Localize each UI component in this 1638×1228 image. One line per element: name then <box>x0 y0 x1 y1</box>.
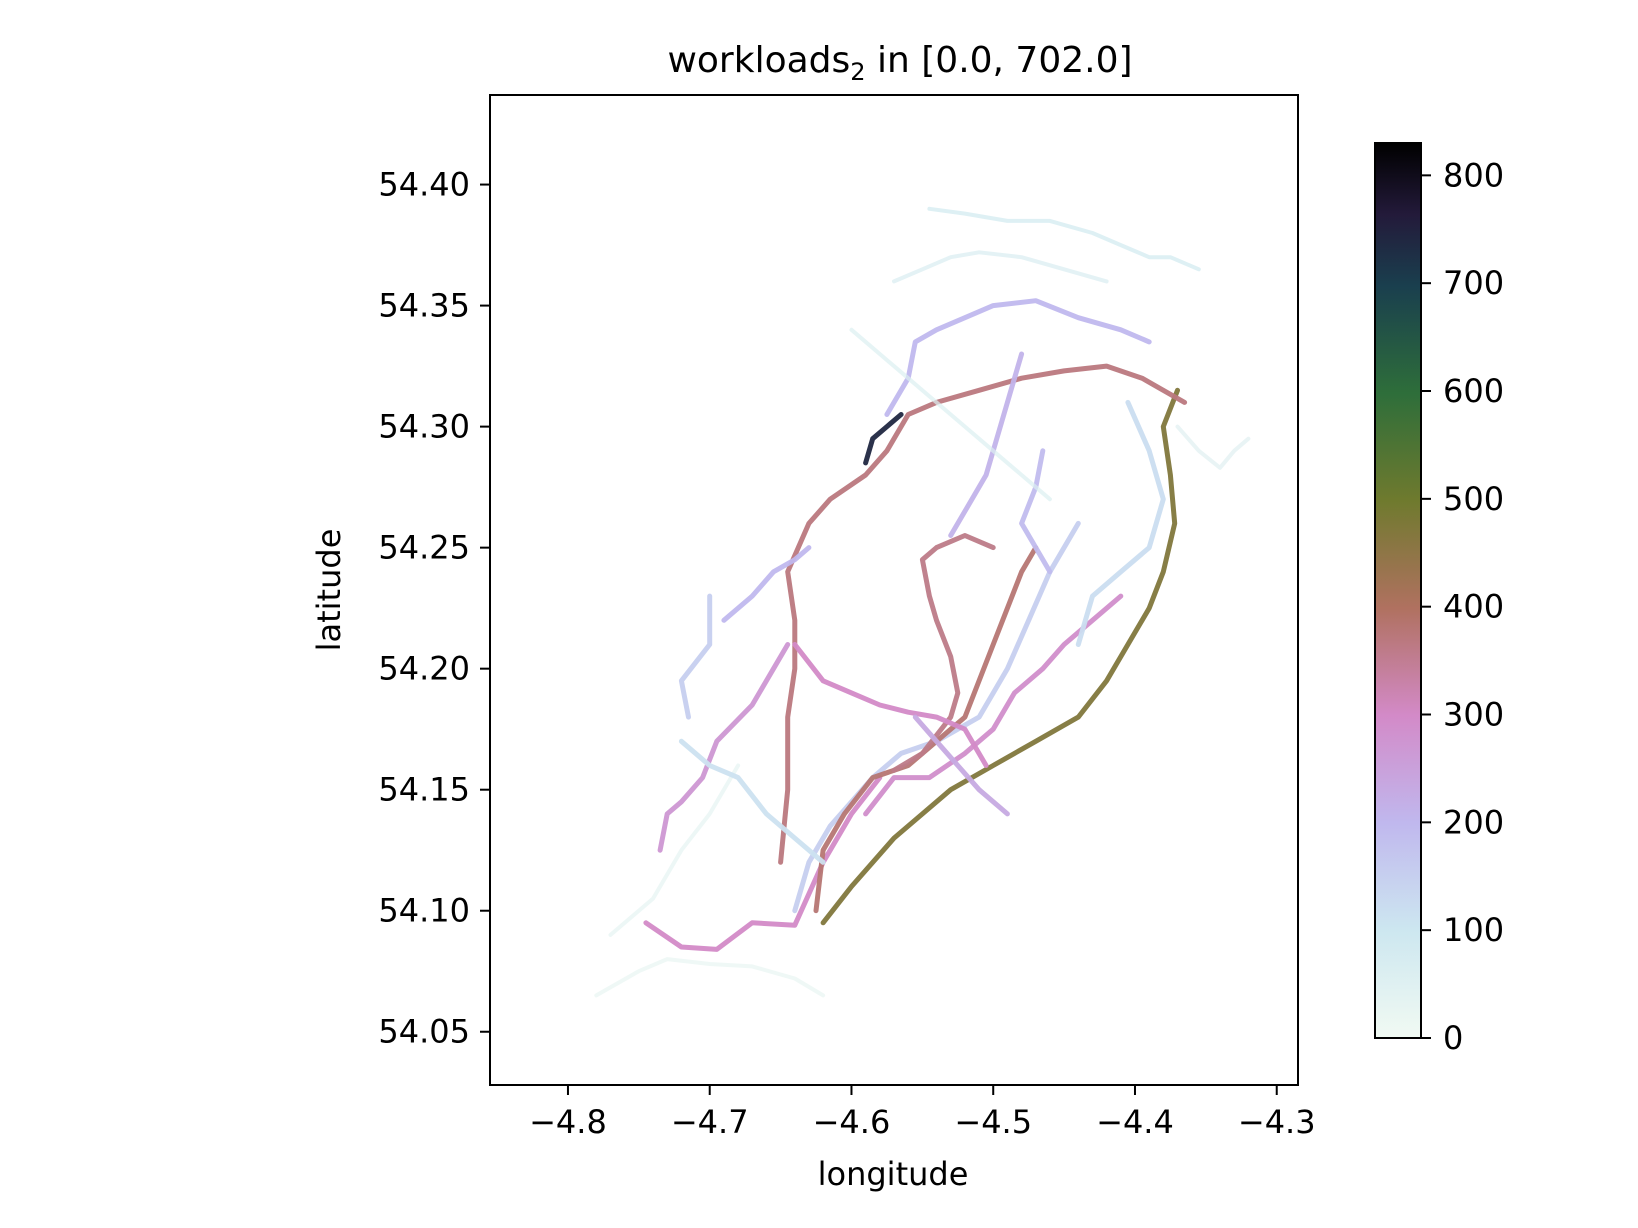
colorbar-tick-label: 200 <box>1443 803 1504 841</box>
road-segment-19 <box>892 250 1109 284</box>
y-tick-label: 54.25 <box>378 529 470 567</box>
y-axis: 54.05 54.10 54.15 54.20 54.25 54.30 54.35 54.40 <box>378 166 490 1051</box>
colorbar-ticks: 0 100 200 300 400 500 600 700 800 <box>1421 156 1504 1057</box>
y-tick-label: 54.35 <box>378 287 470 325</box>
road-segment-15 <box>1019 448 1053 575</box>
road-segment-22 <box>678 738 826 865</box>
road-segment-4 <box>657 642 791 853</box>
y-tick-label: 54.05 <box>378 1013 470 1051</box>
road-segment-2 <box>608 763 741 937</box>
colorbar-tick-label: 700 <box>1443 264 1504 302</box>
colorbar-gradient <box>1374 142 1422 1039</box>
colorbar-tick-label: 500 <box>1443 480 1504 518</box>
road-segment-20 <box>849 327 1052 502</box>
x-tick-label: −4.4 <box>1096 1103 1174 1141</box>
colorbar-tick-label: 800 <box>1443 156 1504 194</box>
plot-frame <box>489 94 1299 1086</box>
road-segment-8 <box>863 593 1124 817</box>
y-tick-label: 54.20 <box>378 650 470 688</box>
x-tick-label: −4.7 <box>671 1103 749 1141</box>
road-segment-7 <box>820 387 1180 926</box>
colorbar-tick-label: 600 <box>1443 372 1504 410</box>
chart-title-subscript: 2 <box>850 58 865 86</box>
y-tick-label: 54.15 <box>378 771 470 809</box>
y-tick-label: 54.30 <box>378 408 470 446</box>
colorbar-tick-label: 400 <box>1443 588 1504 626</box>
colorbar-tick-label: 0 <box>1443 1019 1463 1057</box>
road-segment-23 <box>912 714 1010 817</box>
chart-title: workloads2 in [0.0, 702.0] <box>667 40 1132 86</box>
x-tick-label: −4.3 <box>1238 1103 1316 1141</box>
chart-title-suffix: in [0.0, 702.0] <box>866 40 1133 81</box>
road-segment-13 <box>884 298 1152 417</box>
y-axis-label: latitude <box>310 529 348 652</box>
plot-area <box>594 206 1251 998</box>
x-tick-label: −4.5 <box>954 1103 1032 1141</box>
road-segment-3 <box>643 775 883 952</box>
road-segment-18 <box>927 206 1201 272</box>
road-segment-6 <box>813 545 1039 914</box>
road-segment-21 <box>1075 399 1166 647</box>
road-segment-12 <box>792 642 989 768</box>
colorbar-tick-label: 300 <box>1443 696 1504 734</box>
y-tick-label: 54.10 <box>378 892 470 930</box>
road-segment-1 <box>594 957 826 998</box>
x-tick-label: −4.6 <box>813 1103 891 1141</box>
road-segment-11 <box>891 533 996 773</box>
x-axis: −4.8 −4.7 −4.6 −4.5 −4.4 −4.3 <box>529 1085 1316 1141</box>
colorbar-tick-label: 100 <box>1443 911 1504 949</box>
x-tick-label: −4.8 <box>529 1103 607 1141</box>
road-segment-14 <box>948 351 1025 538</box>
y-tick-label: 54.40 <box>378 166 470 204</box>
colorbar: 0 100 200 300 400 500 600 700 800 <box>1374 142 1504 1057</box>
road-segment-16 <box>721 545 812 623</box>
road-segment-5 <box>792 520 1081 914</box>
road-segment-10 <box>863 412 904 466</box>
road-segment-24 <box>1175 424 1251 470</box>
x-axis-label: longitude <box>818 1155 969 1193</box>
road-segment-9 <box>778 363 1188 865</box>
road-segment-17 <box>678 593 713 720</box>
